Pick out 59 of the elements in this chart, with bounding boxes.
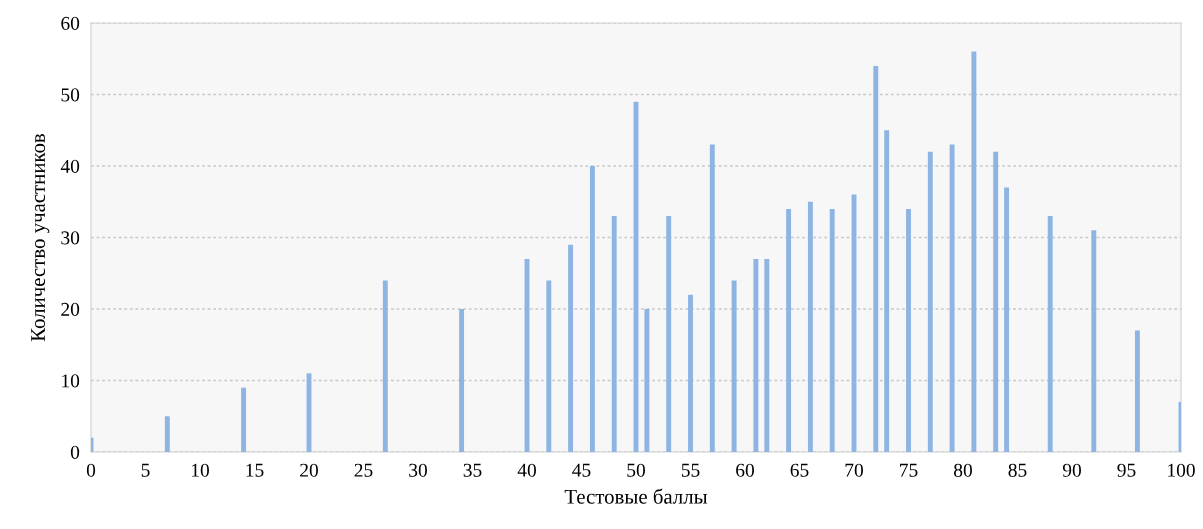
bar [884, 130, 890, 452]
y-axis-title: Количество участников [31, 133, 50, 342]
bar [993, 151, 999, 452]
x-tick-label: 20 [300, 463, 318, 477]
x-tick-label: 60 [736, 463, 754, 477]
y-tick-label: 10 [62, 374, 80, 388]
bar [971, 51, 977, 452]
bar [807, 201, 813, 452]
bar [688, 294, 693, 452]
bar [1047, 216, 1053, 452]
bar [764, 258, 770, 452]
bar [927, 151, 933, 452]
x-tick-label: 95 [1117, 463, 1136, 477]
bar [1004, 187, 1010, 452]
x-tick-label: 0 [86, 463, 96, 477]
bar [753, 258, 759, 452]
x-tick-label: 90 [1062, 463, 1081, 477]
x-tick-label: 35 [463, 463, 482, 477]
bar [164, 416, 170, 452]
bar [382, 280, 388, 452]
x-tick-label: 85 [1008, 463, 1027, 477]
bar [949, 144, 955, 452]
bar [709, 144, 715, 452]
y-tick-label: 50 [61, 88, 80, 102]
x-tick-label: 75 [900, 463, 918, 477]
y-tick-label: 30 [61, 231, 80, 245]
y-tick-label: 0 [70, 445, 80, 459]
x-tick-label: 55 [681, 463, 700, 477]
bar [589, 166, 595, 452]
bar [568, 244, 574, 452]
x-axis-title: Тестовые баллы [564, 488, 708, 504]
bar [546, 280, 552, 452]
x-tick-label: 45 [572, 463, 591, 477]
bar [644, 309, 650, 452]
bar [666, 216, 672, 452]
bar [906, 208, 911, 452]
bar [459, 309, 465, 452]
y-tick-label: 40 [60, 159, 80, 173]
x-tick-label: 50 [627, 463, 645, 477]
x-tick-label: 25 [354, 463, 373, 477]
bar [1091, 230, 1097, 452]
bar [786, 208, 792, 452]
y-tick-label: 60 [61, 16, 80, 30]
x-tick-label: 80 [954, 463, 972, 477]
bar [241, 387, 247, 452]
x-tick-label: 5 [141, 463, 150, 477]
bar [873, 65, 879, 452]
bar [1134, 330, 1140, 452]
x-tick-label: 65 [790, 463, 809, 477]
y-tick-label: 20 [61, 302, 80, 316]
x-tick-label: 30 [409, 463, 427, 477]
x-tick-label: 100 [1168, 463, 1195, 477]
bar [731, 280, 737, 452]
x-tick-label: 15 [246, 463, 264, 477]
bar [829, 208, 835, 452]
x-tick-label: 70 [845, 463, 863, 477]
x-tick-label: 40 [517, 463, 536, 477]
bar [611, 216, 617, 452]
x-tick-label: 10 [191, 463, 209, 477]
